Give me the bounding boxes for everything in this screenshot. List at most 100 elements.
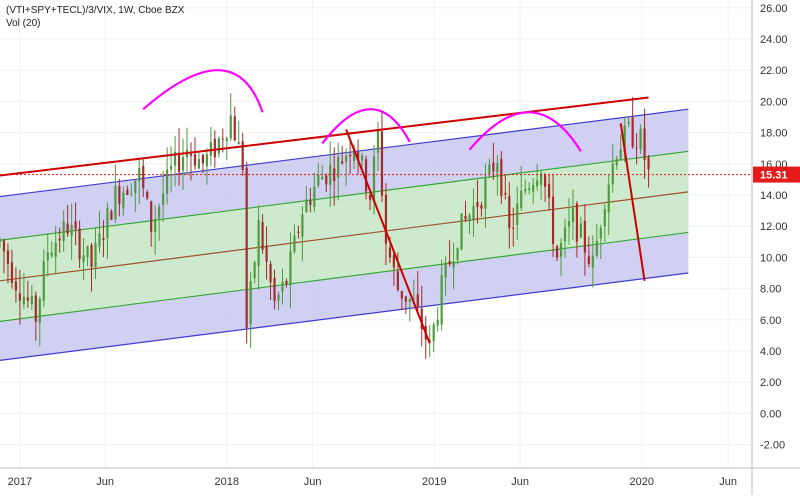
candle-body[interactable] xyxy=(134,180,137,194)
candle-body[interactable] xyxy=(205,154,208,167)
candle-body[interactable] xyxy=(575,203,579,242)
candle-body[interactable] xyxy=(217,138,220,154)
candle-body[interactable] xyxy=(496,163,499,173)
candle-body[interactable] xyxy=(177,152,181,172)
candle-body[interactable] xyxy=(329,165,332,186)
candle-body[interactable] xyxy=(197,159,201,169)
candle-body[interactable] xyxy=(504,192,507,195)
candle-body[interactable] xyxy=(524,188,527,192)
candle-body[interactable] xyxy=(261,222,264,250)
candle-body[interactable] xyxy=(289,251,292,286)
candle-body[interactable] xyxy=(253,262,256,279)
candle-body[interactable] xyxy=(166,169,169,194)
candle-body[interactable] xyxy=(0,240,2,242)
candle-body[interactable] xyxy=(62,221,65,242)
candle-body[interactable] xyxy=(173,151,177,166)
candle-body[interactable] xyxy=(341,161,344,164)
candle-body[interactable] xyxy=(380,131,384,196)
candle-body[interactable] xyxy=(464,216,467,220)
candle-body[interactable] xyxy=(400,290,403,299)
candle-body[interactable] xyxy=(345,155,348,163)
candle-body[interactable] xyxy=(18,293,21,301)
candle-body[interactable] xyxy=(193,154,197,166)
candle-body[interactable] xyxy=(528,188,531,191)
candle-body[interactable] xyxy=(472,206,475,220)
candle-body[interactable] xyxy=(30,295,33,305)
candle-body[interactable] xyxy=(436,319,439,326)
candle-body[interactable] xyxy=(337,156,340,178)
candle-body[interactable] xyxy=(551,196,555,244)
candle-body[interactable] xyxy=(460,213,463,250)
candle-body[interactable] xyxy=(221,138,224,140)
candle-body[interactable] xyxy=(520,190,523,208)
candle-body[interactable] xyxy=(273,277,276,302)
candle-body[interactable] xyxy=(229,115,232,139)
candle-body[interactable] xyxy=(110,211,113,220)
candle-body[interactable] xyxy=(416,294,419,307)
candle-body[interactable] xyxy=(154,218,157,233)
candle-body[interactable] xyxy=(213,138,216,158)
candle-body[interactable] xyxy=(265,245,268,262)
candle-body[interactable] xyxy=(376,130,380,153)
candle-body[interactable] xyxy=(150,201,153,232)
candle-body[interactable] xyxy=(647,157,650,170)
symbol-label[interactable]: (VTI+SPY+TECL)/3/VIX, 1W, Cboe BZX xyxy=(6,5,185,16)
candle-body[interactable] xyxy=(297,231,300,233)
candle-body[interactable] xyxy=(102,238,105,240)
candle-body[interactable] xyxy=(118,185,121,205)
candle-body[interactable] xyxy=(488,164,491,174)
candle-body[interactable] xyxy=(201,154,205,164)
candle-body[interactable] xyxy=(635,147,638,149)
candle-body[interactable] xyxy=(249,281,252,325)
candle-body[interactable] xyxy=(639,128,642,150)
candle-body[interactable] xyxy=(142,165,145,188)
candle-body[interactable] xyxy=(643,128,646,160)
candle-body[interactable] xyxy=(555,246,559,258)
candle-body[interactable] xyxy=(607,184,610,213)
candle-body[interactable] xyxy=(126,189,129,196)
candle-body[interactable] xyxy=(571,207,575,223)
candle-body[interactable] xyxy=(2,240,6,252)
candle-body[interactable] xyxy=(516,203,519,225)
candle-body[interactable] xyxy=(233,116,236,141)
candle-body[interactable] xyxy=(277,294,280,301)
candle-body[interactable] xyxy=(285,280,288,285)
candle-body[interactable] xyxy=(452,261,455,268)
candle-body[interactable] xyxy=(106,208,109,239)
candle-body[interactable] xyxy=(325,175,328,185)
candle-body[interactable] xyxy=(484,177,487,209)
candle-body[interactable] xyxy=(623,125,626,152)
candle-body[interactable] xyxy=(10,262,14,283)
candle-body[interactable] xyxy=(412,298,415,300)
candle-body[interactable] xyxy=(38,298,41,323)
candle-body[interactable] xyxy=(353,147,356,161)
candle-body[interactable] xyxy=(54,242,57,257)
candle-body[interactable] xyxy=(225,138,228,142)
candle-body[interactable] xyxy=(122,192,125,209)
candle-body[interactable] xyxy=(82,255,85,262)
candle-body[interactable] xyxy=(627,122,630,124)
candle-body[interactable] xyxy=(420,308,423,330)
candle-body[interactable] xyxy=(6,250,10,264)
candle-body[interactable] xyxy=(595,240,598,256)
candle-body[interactable] xyxy=(368,194,372,200)
candle-body[interactable] xyxy=(313,186,316,208)
candle-body[interactable] xyxy=(86,245,89,258)
candle-body[interactable] xyxy=(591,255,594,268)
candle-body[interactable] xyxy=(46,252,49,261)
candle-body[interactable] xyxy=(130,193,133,195)
candle-body[interactable] xyxy=(237,141,240,144)
candle-body[interactable] xyxy=(532,184,535,192)
candle-body[interactable] xyxy=(619,149,622,160)
candle-body[interactable] xyxy=(90,245,93,267)
candle-body[interactable] xyxy=(468,215,471,222)
candle-body[interactable] xyxy=(94,243,97,268)
volume-indicator-label[interactable]: Vol (20) xyxy=(6,18,41,29)
candle-body[interactable] xyxy=(388,247,392,258)
candle-body[interactable] xyxy=(42,261,45,301)
candle-body[interactable] xyxy=(476,202,479,208)
candle-body[interactable] xyxy=(114,185,117,220)
candle-body[interactable] xyxy=(456,247,459,260)
candle-body[interactable] xyxy=(26,297,29,301)
